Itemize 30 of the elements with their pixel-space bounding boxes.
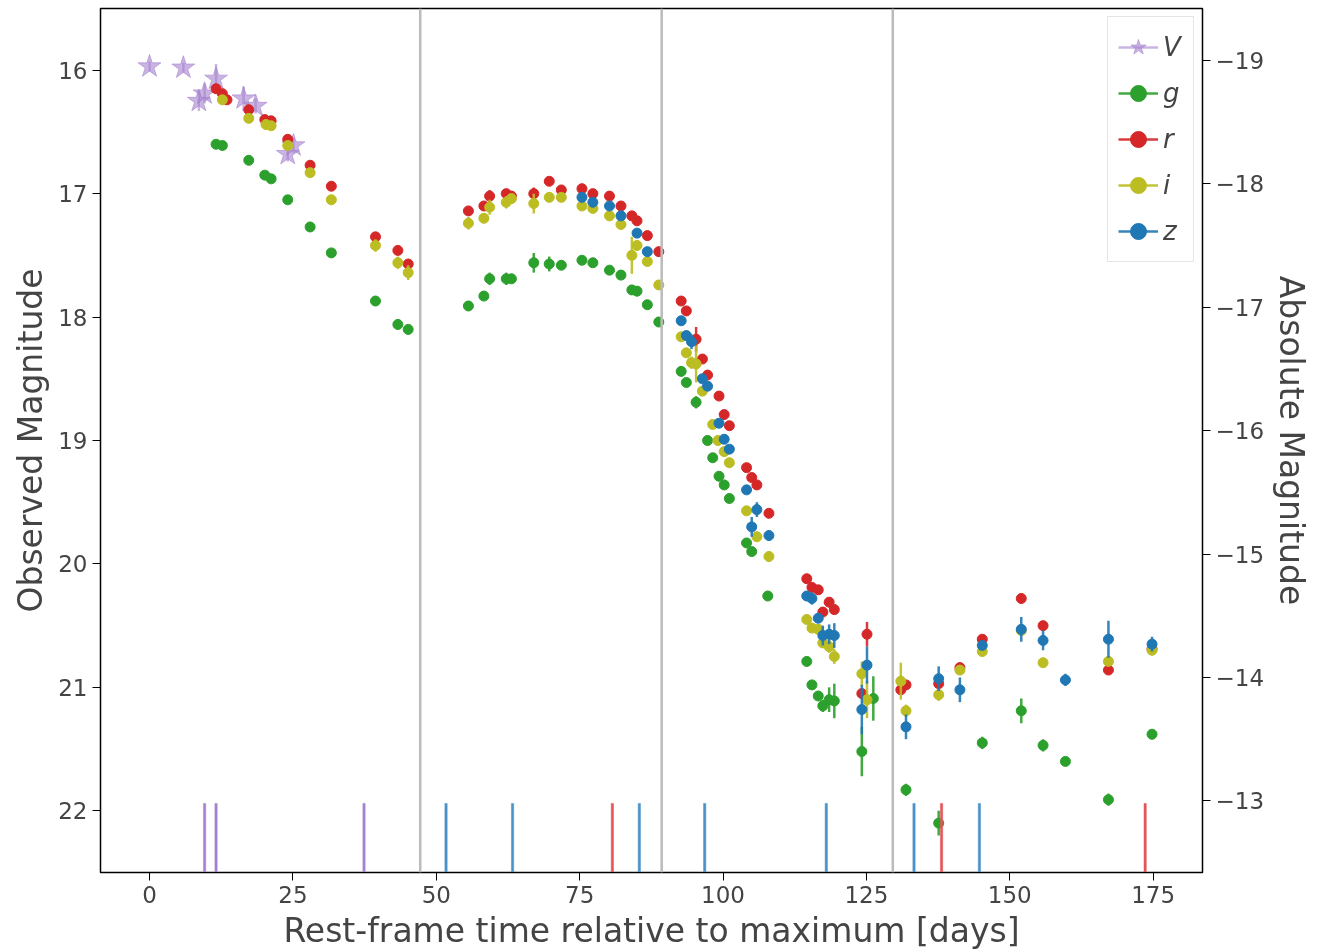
y-tick-label: 20 [58, 551, 88, 578]
legend-label: z [1163, 216, 1178, 246]
y2-axis-title: Absolute Magnitude [1272, 275, 1312, 606]
y2-tick-label: −15 [1215, 541, 1265, 568]
x-tick-label: 50 [421, 881, 451, 908]
y-tick-label: 18 [58, 304, 88, 331]
y-tick-label: 17 [58, 181, 88, 208]
x-axis-title: Rest-frame time relative to maximum [days] [283, 910, 1020, 950]
x-tick-label: 25 [278, 881, 308, 908]
y2-tick-label: −13 [1215, 788, 1265, 815]
y2-tick-label: −16 [1215, 418, 1265, 445]
y-tick-label: 21 [58, 674, 88, 701]
x-tick-label: 100 [701, 881, 745, 908]
x-tick-label: 125 [844, 881, 889, 908]
legend-label: r [1163, 124, 1176, 154]
x-tick-label: 75 [565, 881, 595, 908]
y-tick-label: 16 [58, 57, 88, 84]
legend-label: i [1163, 170, 1172, 200]
x-tick-label: 0 [142, 881, 157, 908]
y2-tick-label: −19 [1215, 47, 1265, 74]
y-tick-label: 19 [58, 428, 88, 454]
legend-label: g [1163, 78, 1181, 108]
y-tick-label: 22 [58, 798, 88, 825]
y2-tick-label: −14 [1215, 664, 1265, 691]
x-tick-label: 150 [987, 881, 1032, 908]
x-tick-label: 175 [1131, 881, 1176, 908]
legend-label: V [1163, 32, 1183, 62]
y2-tick-label: −18 [1215, 171, 1265, 198]
y-axis-title: Observed Magnitude [11, 268, 51, 613]
y2-tick-label: −17 [1215, 294, 1265, 321]
